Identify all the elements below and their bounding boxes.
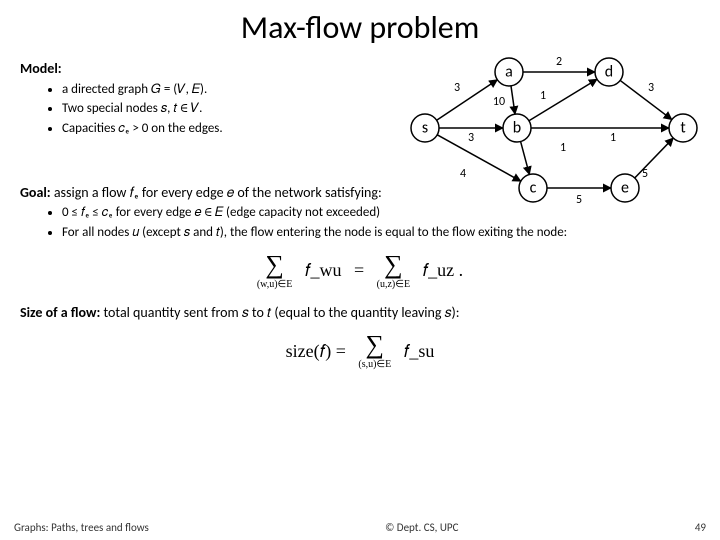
model-label: Model: — [20, 60, 62, 77]
sigma-symbol: ∑ — [265, 252, 284, 278]
size-label: Size of a flow: — [20, 304, 100, 321]
eq-right-term: 𝑓_uz . — [419, 260, 468, 280]
model-bullet: Capacities 𝑐ₑ > 0 on the edges. — [62, 120, 700, 138]
goal-label: Goal: — [20, 184, 51, 201]
size-text: total quantity sent from 𝑠 to 𝑡 (equal t… — [104, 304, 460, 321]
size-equation: size(𝑓) = ∑ (s,u)∈E 𝑓_su — [20, 332, 700, 370]
sum-sub-right: (u,z)∈E — [377, 280, 410, 290]
eq-equals: = — [350, 260, 368, 280]
size-term: 𝑓_su — [400, 341, 439, 361]
sigma-symbol: ∑ — [384, 252, 403, 278]
conservation-equation: ∑ (w,u)∈E 𝑓_wu = ∑ (u,z)∈E 𝑓_uz . — [20, 252, 700, 290]
size-sum-sub: (s,u)∈E — [358, 360, 391, 370]
model-section: Model: a directed graph 𝐺 = (𝑉, 𝐸). Two … — [20, 60, 700, 138]
goal-text: assign a flow 𝑓ₑ for every edge 𝑒 of the… — [54, 184, 382, 201]
model-bullets: a directed graph 𝐺 = (𝑉, 𝐸). Two special… — [20, 81, 700, 138]
goal-bullet: For all nodes 𝑢 (except 𝑠 and 𝑡), the fl… — [62, 224, 700, 242]
goal-section: Goal: assign a flow 𝑓ₑ for every edge 𝑒 … — [20, 184, 700, 242]
goal-bullet: 0 ≤ 𝑓ₑ ≤ 𝑐ₑ for every edge 𝑒 ∈ 𝐸 (edge c… — [62, 204, 700, 222]
sum-sub-left: (w,u)∈E — [257, 280, 293, 290]
goal-bullets: 0 ≤ 𝑓ₑ ≤ 𝑐ₑ for every edge 𝑒 ∈ 𝐸 (edge c… — [20, 204, 700, 241]
footer-left: Graphs: Paths, trees and flows — [14, 521, 149, 534]
eq-left-term: 𝑓_wu — [301, 260, 346, 280]
slide-footer: Graphs: Paths, trees and flows © Dept. C… — [14, 521, 706, 534]
model-bullet: a directed graph 𝐺 = (𝑉, 𝐸). — [62, 81, 700, 99]
footer-right: 49 — [695, 521, 706, 534]
size-lhs: size(𝑓) = — [282, 341, 350, 361]
sigma-symbol: ∑ — [366, 332, 385, 358]
footer-center: © Dept. CS, UPC — [385, 521, 458, 534]
page-title: Max-flow problem — [0, 0, 720, 47]
size-section: Size of a flow: total quantity sent from… — [20, 304, 700, 323]
model-bullet: Two special nodes 𝑠, 𝑡 ∈ 𝑉. — [62, 100, 700, 118]
